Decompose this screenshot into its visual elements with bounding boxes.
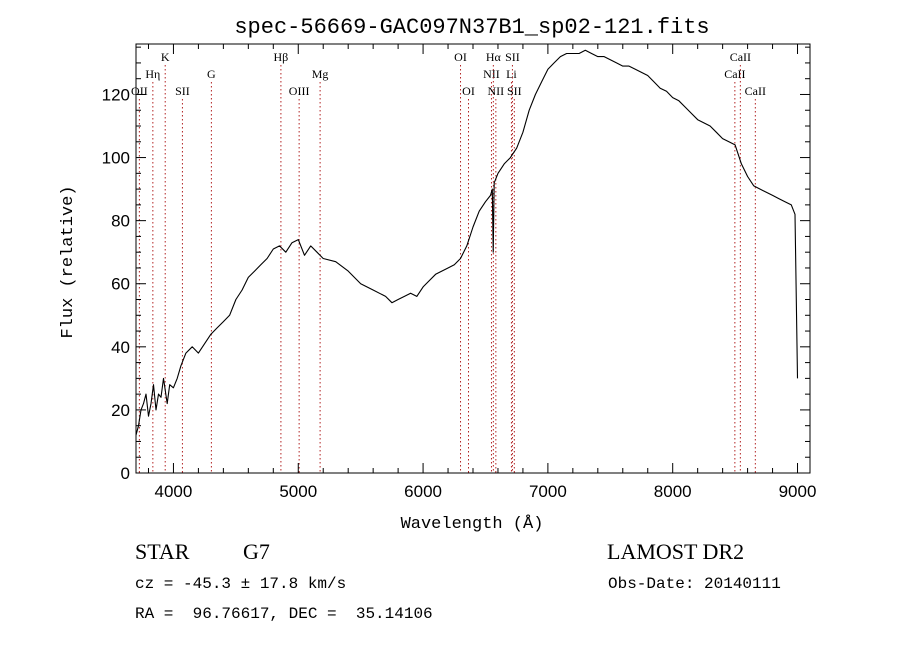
- x-tick-label: 5000: [279, 482, 317, 501]
- line-label-2: K: [161, 50, 170, 64]
- x-tick-label: 9000: [779, 482, 817, 501]
- line-label-6: OIII: [289, 84, 310, 98]
- x-axis-label: Wavelength (Å): [401, 515, 544, 534]
- y-tick-label: 0: [121, 464, 130, 483]
- x-tick-label: 7000: [529, 482, 567, 501]
- y-tick-label: 40: [111, 338, 130, 357]
- redshift-velocity: cz = -45.3 ± 17.8 km/s: [135, 575, 347, 593]
- x-tick-label: 8000: [654, 482, 692, 501]
- line-label-7: Mg: [312, 67, 329, 81]
- line-label-13: Li: [506, 67, 517, 81]
- line-label-14: SII: [505, 50, 520, 64]
- spectrum-chart: spec-56669-GAC097N37B1_sp02-121.fits OII…: [59, 15, 817, 534]
- object-class: STAR: [135, 539, 190, 564]
- line-label-16: CaII: [724, 67, 745, 81]
- line-label-1: Hη: [145, 67, 160, 81]
- plot-frame: [135, 43, 811, 474]
- coordinates: RA = 96.76617, DEC = 35.14106: [135, 605, 433, 623]
- line-label-4: G: [207, 67, 216, 81]
- line-label-0: OII: [131, 84, 148, 98]
- line-label-17: CaII: [730, 50, 751, 64]
- y-tick-label: 80: [111, 212, 130, 231]
- line-label-5: Hβ: [274, 50, 289, 64]
- object-subclass: G7: [243, 539, 270, 564]
- survey-name: LAMOST DR2: [607, 539, 745, 564]
- spectrum-line: [135, 49, 799, 436]
- y-tick-label: 20: [111, 401, 130, 420]
- chart-title: spec-56669-GAC097N37B1_sp02-121.fits: [234, 15, 709, 40]
- spectrum-layer: [135, 49, 799, 436]
- spectral-line-markers: OIIHηKSIIGHβOIIIMgOIOINIIHαNIILiSIISIICa…: [131, 50, 766, 473]
- line-label-15: SII: [507, 84, 522, 98]
- y-tick-label: 100: [102, 149, 130, 168]
- y-axis-label: Flux (relative): [59, 185, 78, 338]
- y-tick-label: 60: [111, 275, 130, 294]
- line-label-9: OI: [462, 84, 475, 98]
- line-label-8: OI: [454, 50, 467, 64]
- observation-date: Obs-Date: 20140111: [608, 575, 781, 593]
- x-tick-label: 4000: [155, 482, 193, 501]
- line-label-12: NII: [488, 84, 505, 98]
- line-label-11: Hα: [486, 50, 502, 64]
- y-tick-label: 120: [102, 85, 130, 104]
- line-label-18: CaII: [745, 84, 766, 98]
- x-tick-label: 6000: [404, 482, 442, 501]
- line-label-10: NII: [483, 67, 500, 81]
- line-label-3: SII: [175, 84, 190, 98]
- plot-axes: 4000 5000 6000 7000 8000 9000 0 20 40 60 80 100 120: [102, 43, 817, 501]
